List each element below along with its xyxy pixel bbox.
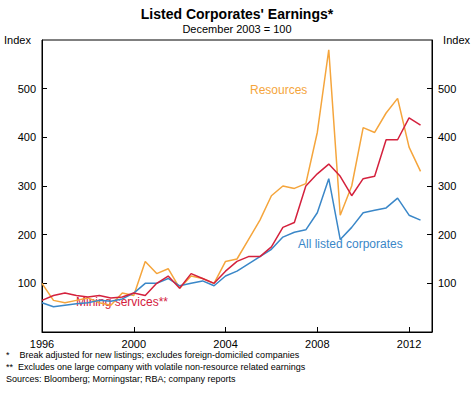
svg-text:1996: 1996 <box>30 338 54 350</box>
svg-text:Mining services**: Mining services** <box>76 295 168 309</box>
svg-text:2008: 2008 <box>305 338 329 350</box>
svg-text:100: 100 <box>438 277 456 289</box>
svg-text:2012: 2012 <box>397 338 421 350</box>
svg-text:100: 100 <box>18 277 36 289</box>
svg-text:Index: Index <box>4 34 31 46</box>
svg-text:** Excludes one large company: ** Excludes one large company with volat… <box>6 362 306 372</box>
svg-text:300: 300 <box>438 180 456 192</box>
svg-text:December 2003 = 100: December 2003 = 100 <box>182 23 291 35</box>
svg-text:All listed corporates: All listed corporates <box>298 237 403 251</box>
svg-text:2004: 2004 <box>213 338 237 350</box>
svg-text:500: 500 <box>18 83 36 95</box>
svg-text:* Break adjusted for new li: * Break adjusted for new listings; exclu… <box>6 350 300 360</box>
svg-text:300: 300 <box>18 180 36 192</box>
svg-text:400: 400 <box>18 131 36 143</box>
svg-text:Listed Corporates' Earnings*: Listed Corporates' Earnings* <box>141 6 334 22</box>
svg-text:Index: Index <box>443 34 470 46</box>
svg-text:Resources: Resources <box>250 83 307 97</box>
svg-text:400: 400 <box>438 131 456 143</box>
svg-text:200: 200 <box>438 229 456 241</box>
svg-text:500: 500 <box>438 83 456 95</box>
svg-text:2000: 2000 <box>122 338 146 350</box>
svg-text:200: 200 <box>18 229 36 241</box>
svg-text:Sources: Bloomberg; Morningsta: Sources: Bloomberg; Morningstar; RBA; co… <box>6 374 236 384</box>
